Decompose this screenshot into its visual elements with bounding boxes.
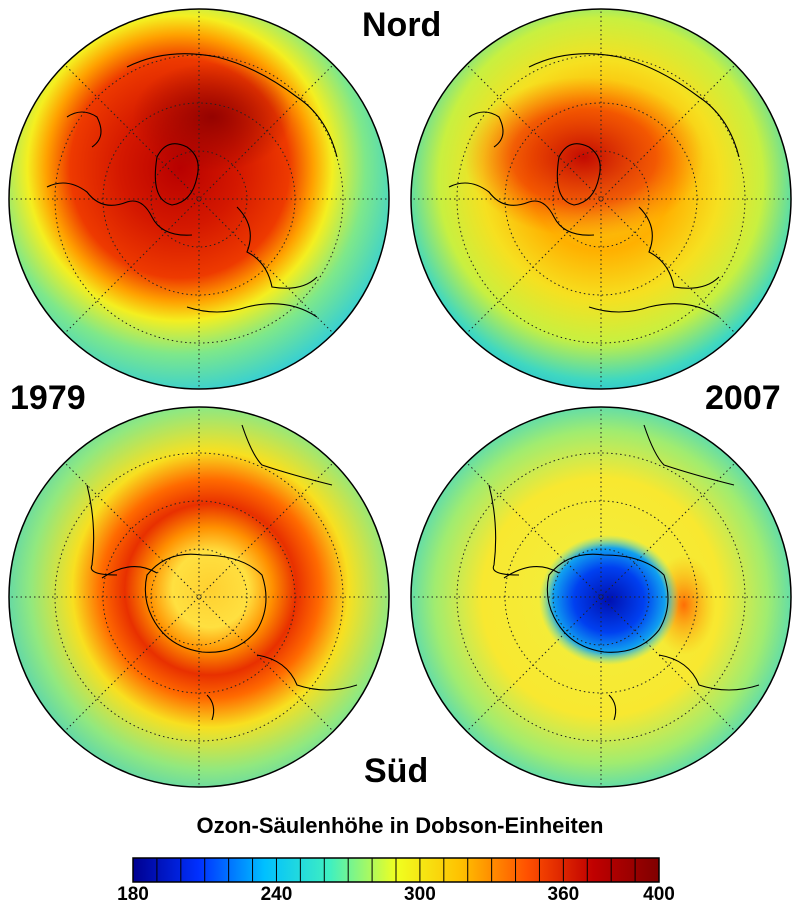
colorbar (132, 857, 660, 883)
year-1979-label: 1979 (10, 379, 86, 417)
colorbar-tick-label: 400 (643, 884, 675, 905)
map-south-1979 (8, 406, 390, 788)
map-north-1979 (8, 8, 390, 390)
colorbar-title: Ozon-Säulenhöhe in Dobson-Einheiten (196, 813, 604, 838)
map-south-2007 (410, 406, 792, 788)
colorbar-tick-label: 360 (547, 884, 580, 905)
north-label: Nord (362, 6, 442, 44)
colorbar-tick-label: 240 (260, 884, 293, 905)
colorbar-tick-label: 300 (404, 884, 436, 905)
colorbar-tick-label: 180 (117, 884, 149, 905)
south-label: Süd (364, 752, 429, 790)
map-north-2007 (410, 8, 792, 390)
year-2007-label: 2007 (705, 379, 781, 417)
